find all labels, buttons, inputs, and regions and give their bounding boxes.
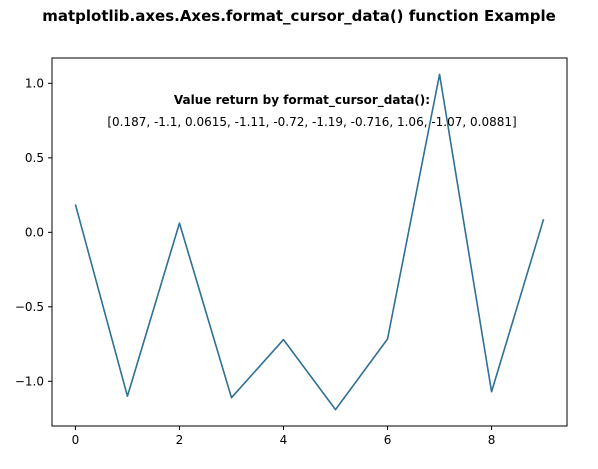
- y-axis-ticks: −1.0 −0.5 0.0 0.5 1.0: [15, 76, 52, 388]
- x-tick-label: 4: [280, 433, 288, 447]
- x-tick-label: 8: [488, 433, 496, 447]
- y-tick-label: 1.0: [25, 76, 44, 90]
- series-line: [74, 73, 545, 411]
- y-tick-label: 0.5: [25, 151, 44, 165]
- chart-title: matplotlib.axes.Axes.format_cursor_data(…: [42, 7, 556, 25]
- annotation-values: [0.187, -1.1, 0.0615, -1.11, -0.72, -1.1…: [107, 115, 516, 129]
- x-tick-label: 2: [176, 433, 184, 447]
- series-layer: [74, 73, 545, 411]
- y-tick-label: −1.0: [15, 374, 44, 388]
- x-tick-label: 6: [384, 433, 392, 447]
- annotation-heading: Value return by format_cursor_data():: [174, 93, 430, 108]
- y-tick-label: −0.5: [15, 300, 44, 314]
- axes-frame: [51, 57, 568, 427]
- x-axis-ticks: 0 2 4 6 8: [72, 426, 496, 447]
- y-tick-label: 0.0: [25, 225, 44, 239]
- x-tick-label: 0: [72, 433, 80, 447]
